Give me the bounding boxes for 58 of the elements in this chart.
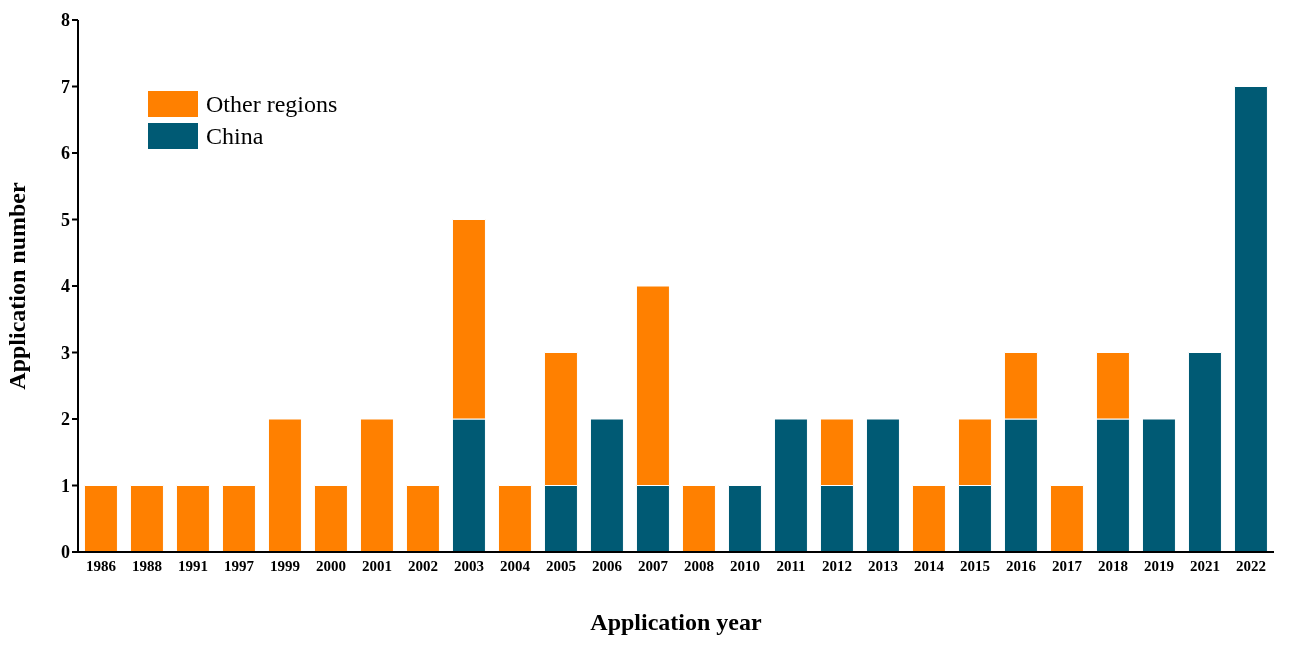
x-tick-label: 2004 — [500, 557, 531, 574]
bar — [1187, 352, 1222, 552]
x-tick-label: 2011 — [776, 557, 806, 574]
x-tick-label: 2003 — [454, 557, 484, 574]
x-tick-label: 2017 — [1052, 557, 1083, 574]
x-tick-label: 2019 — [1144, 557, 1174, 574]
y-tick-label: 1 — [61, 475, 70, 496]
bar — [359, 418, 394, 552]
x-tick-label: 2018 — [1098, 557, 1128, 574]
bar — [175, 485, 210, 552]
x-tick-label: 1999 — [270, 557, 300, 574]
x-tick-label: 2010 — [730, 557, 760, 574]
x-tick-label: 2002 — [408, 557, 438, 574]
x-tick-label: 2014 — [914, 557, 945, 574]
y-tick-label: 5 — [61, 209, 70, 230]
x-tick-label: 2005 — [546, 557, 576, 574]
y-tick-label: 4 — [61, 276, 70, 297]
x-tick-label: 1988 — [132, 557, 162, 574]
bar — [221, 485, 256, 552]
x-tick-label: 1986 — [86, 557, 117, 574]
x-tick-label: 1997 — [224, 557, 255, 574]
x-tick-label: 2007 — [638, 557, 669, 574]
x-tick-label: 2022 — [1236, 557, 1266, 574]
x-tick-label: 2013 — [868, 557, 898, 574]
x-axis-title: Application year — [590, 609, 763, 635]
bar — [83, 485, 118, 552]
bar — [267, 418, 302, 552]
x-tick-label: 2021 — [1190, 557, 1220, 574]
y-tick-label: 2 — [61, 409, 70, 430]
y-tick-label: 0 — [61, 542, 70, 563]
y-tick-label: 8 — [61, 10, 70, 31]
bar — [405, 485, 440, 552]
bar — [129, 485, 164, 552]
x-tick-label: 2000 — [316, 557, 346, 574]
y-tick-label: 3 — [61, 342, 70, 363]
x-tick-label: 2008 — [684, 557, 714, 574]
bar — [773, 418, 808, 552]
bar — [1233, 86, 1268, 552]
x-tick-label: 2001 — [362, 557, 392, 574]
bar — [727, 485, 762, 552]
y-tick-label: 6 — [61, 143, 70, 164]
bar — [865, 418, 900, 552]
bar — [681, 485, 716, 552]
legend-label: Other regions — [206, 90, 338, 118]
bar — [589, 418, 624, 552]
x-tick-label: 1991 — [178, 557, 208, 574]
x-tick-label: 2006 — [592, 557, 623, 574]
bar — [313, 485, 348, 552]
x-tick-label: 2012 — [822, 557, 852, 574]
bar — [1049, 485, 1084, 552]
y-tick-label: 7 — [61, 76, 70, 97]
bar — [497, 485, 532, 552]
y-axis-title: Application number — [3, 181, 30, 390]
x-tick-label: 2016 — [1006, 557, 1037, 574]
bar — [911, 485, 946, 552]
bar — [1141, 418, 1176, 552]
legend-label: China — [206, 122, 264, 150]
x-tick-label: 2015 — [960, 557, 990, 574]
